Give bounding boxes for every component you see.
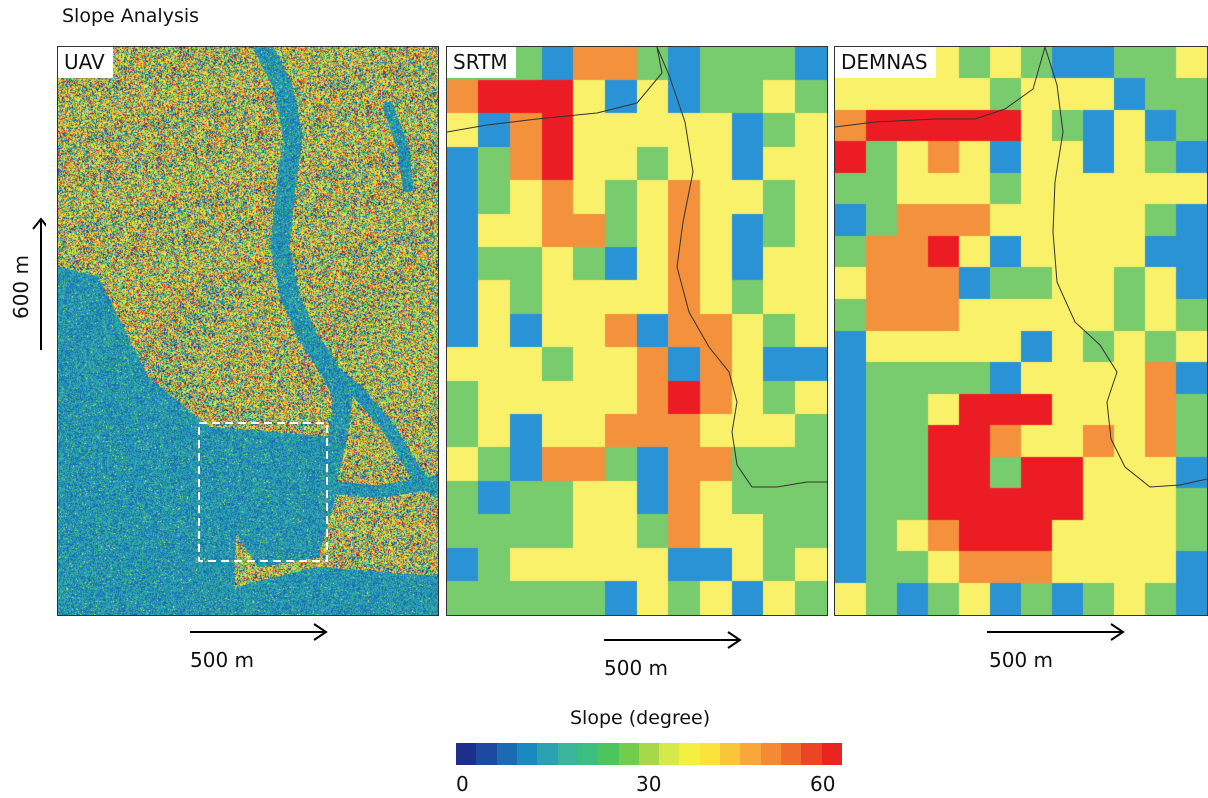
legend-swatch xyxy=(598,743,619,765)
legend-tick-mid: 30 xyxy=(636,772,662,796)
legend-swatch xyxy=(496,743,517,765)
legend-swatch xyxy=(699,743,721,765)
panel-label-demnas: DEMNAS xyxy=(835,47,936,78)
legend-title: Slope (degree) xyxy=(570,707,711,729)
legend-colorbar xyxy=(456,743,842,765)
legend-swatch xyxy=(821,743,842,765)
horizontal-scale-uav: 500 m xyxy=(188,622,338,672)
right-arrow-icon xyxy=(987,623,1125,641)
scale-label: 500 m xyxy=(989,648,1054,672)
legend-tick-max: 60 xyxy=(810,772,836,796)
scale-label: 500 m xyxy=(190,648,255,672)
demnas-slope-raster xyxy=(835,47,1207,615)
legend-swatch xyxy=(659,743,680,765)
legend-swatch xyxy=(760,743,781,765)
horizontal-scale-demnas: 500 m xyxy=(985,622,1135,672)
legend-swatch xyxy=(801,743,822,765)
legend-swatch xyxy=(456,743,477,765)
vertical-scale: 600 m xyxy=(6,215,50,355)
uav-slope-map: UAV xyxy=(57,46,439,616)
legend-tick-min: 0 xyxy=(456,772,469,796)
legend-swatch xyxy=(720,743,741,765)
demnas-slope-map: DEMNAS xyxy=(834,46,1208,616)
right-arrow-icon xyxy=(190,623,328,641)
horizontal-scale-srtm: 500 m xyxy=(602,630,752,680)
legend-swatch xyxy=(781,743,802,765)
srtm-slope-map: SRTM xyxy=(446,46,828,616)
panel-label-srtm: SRTM xyxy=(447,47,516,78)
legend-swatch xyxy=(638,743,660,765)
legend-swatch xyxy=(618,743,639,765)
legend-swatch xyxy=(476,743,497,765)
legend-swatch xyxy=(557,743,578,765)
legend-swatch xyxy=(537,743,558,765)
right-arrow-icon xyxy=(604,631,742,649)
legend-swatch xyxy=(740,743,761,765)
srtm-slope-raster xyxy=(447,47,827,615)
river-line xyxy=(835,47,1207,488)
river-line xyxy=(447,47,827,488)
uav-slope-raster xyxy=(58,47,438,615)
legend-swatch xyxy=(516,743,538,765)
legend-swatch xyxy=(577,743,599,765)
vertical-scale-label: 600 m xyxy=(9,255,33,320)
figure-title: Slope Analysis xyxy=(62,5,200,27)
legend-swatch xyxy=(679,743,700,765)
study-area-box xyxy=(198,422,328,562)
scale-label: 500 m xyxy=(604,656,669,680)
panel-label-uav: UAV xyxy=(58,47,113,78)
